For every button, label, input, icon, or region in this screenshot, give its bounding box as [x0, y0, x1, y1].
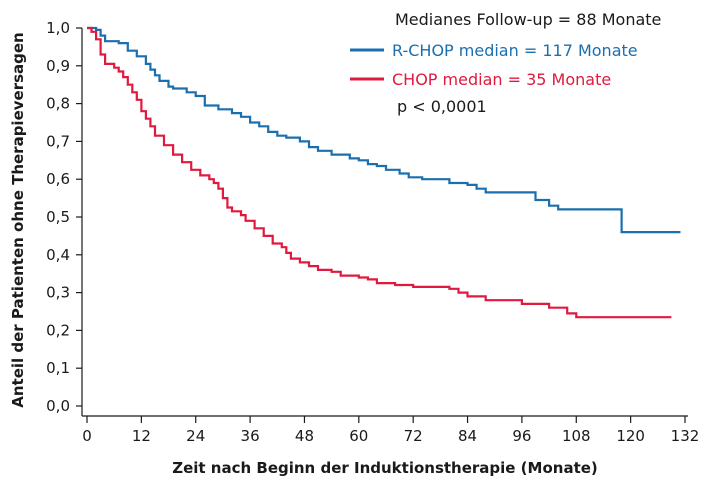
y-tick-label: 0,7 — [46, 132, 70, 150]
survival-curves — [87, 26, 681, 319]
y-tick-label: 0,1 — [46, 359, 70, 377]
chop-survival-curve — [87, 26, 672, 319]
legend-label-chop: CHOP median = 35 Monate — [392, 70, 611, 89]
rchop-survival-curve — [87, 26, 681, 234]
p-value-annotation: p < 0,0001 — [397, 97, 487, 116]
x-tick-label: 120 — [616, 427, 645, 445]
x-axis-ticks: 0 12 24 36 48 60 72 84 96 108 120 132 — [82, 416, 699, 445]
x-tick-label: 36 — [241, 427, 260, 445]
y-tick-label: 0,8 — [46, 95, 70, 113]
x-tick-label: 48 — [295, 427, 314, 445]
y-axis-ticks: 0,0 0,1 0,2 0,3 0,4 0,5 0,6 0,7 0,8 0,9 1,0 — [46, 19, 82, 415]
y-tick-label: 1,0 — [46, 19, 70, 37]
x-axis-title: Zeit nach Beginn der Induktionstherapie … — [172, 459, 598, 477]
x-tick-label: 60 — [349, 427, 368, 445]
y-tick-label: 0,5 — [46, 208, 70, 226]
legend-label-rchop: R-CHOP median = 117 Monate — [392, 41, 638, 60]
x-tick-label: 84 — [458, 427, 477, 445]
y-tick-label: 0,6 — [46, 170, 70, 188]
x-tick-label: 12 — [132, 427, 151, 445]
y-tick-label: 0,2 — [46, 321, 70, 339]
x-tick-label: 108 — [562, 427, 591, 445]
y-tick-label: 0,3 — [46, 284, 70, 302]
x-tick-label: 96 — [512, 427, 531, 445]
x-tick-label: 72 — [404, 427, 423, 445]
y-tick-label: 0,4 — [46, 246, 70, 264]
x-tick-label: 24 — [186, 427, 205, 445]
y-tick-label: 0,9 — [46, 57, 70, 75]
follow-up-annotation: Medianes Follow-up = 88 Monate — [395, 10, 661, 29]
y-tick-label: 0,0 — [46, 397, 70, 415]
x-tick-label: 132 — [671, 427, 700, 445]
y-axis-title: Anteil der Patienten ohne Therapieversag… — [9, 32, 27, 408]
x-tick-label: 0 — [82, 427, 92, 445]
